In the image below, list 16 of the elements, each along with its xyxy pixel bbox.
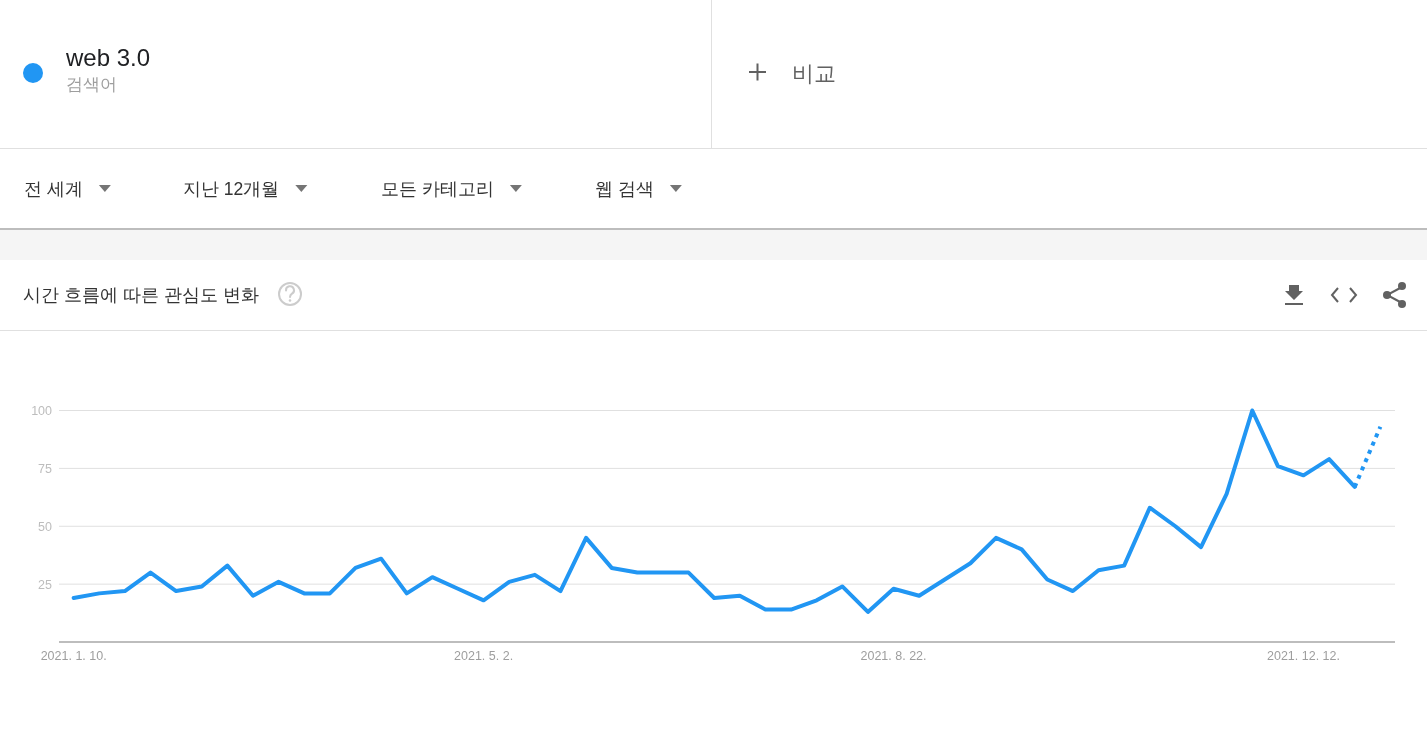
- ytick-label: 100: [31, 404, 52, 418]
- ytick-label: 75: [38, 461, 52, 476]
- annotation: 모든 카테고리: [381, 179, 494, 199]
- title: 시간 흐름에 따른 관심도 변화: [23, 285, 259, 305]
- annotation: 비교: [792, 61, 836, 86]
- xtick-label: 2021. 12. 12.: [1267, 649, 1340, 663]
- xtick-label: 2021. 1. 10.: [40, 649, 107, 663]
- ytick-label: 50: [38, 519, 52, 534]
- xtick-label: 2021. 5. 2.: [454, 649, 514, 663]
- xtick-label: 2021. 8. 22.: [860, 649, 927, 663]
- ytick-label: 25: [38, 577, 52, 592]
- annotation: 전 세계: [24, 179, 83, 199]
- annotation: 웹 검색: [595, 179, 654, 199]
- annotation: 지난 12개월: [183, 179, 280, 199]
- legend-label: web 3.0: [66, 44, 151, 71]
- annotation: 검색어: [66, 75, 117, 94]
